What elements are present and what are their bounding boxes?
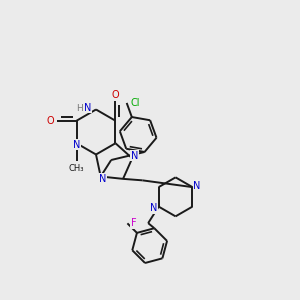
Text: Cl: Cl [130, 98, 140, 108]
Text: N: N [73, 140, 80, 150]
Text: F: F [130, 218, 136, 228]
Text: N: N [131, 151, 138, 161]
Text: N: N [151, 203, 158, 213]
Text: N: N [84, 103, 91, 113]
Text: O: O [112, 90, 119, 100]
Text: CH₃: CH₃ [69, 164, 84, 173]
Text: O: O [46, 116, 54, 126]
Text: H: H [76, 103, 83, 112]
Text: N: N [99, 174, 107, 184]
Text: N: N [193, 181, 201, 190]
